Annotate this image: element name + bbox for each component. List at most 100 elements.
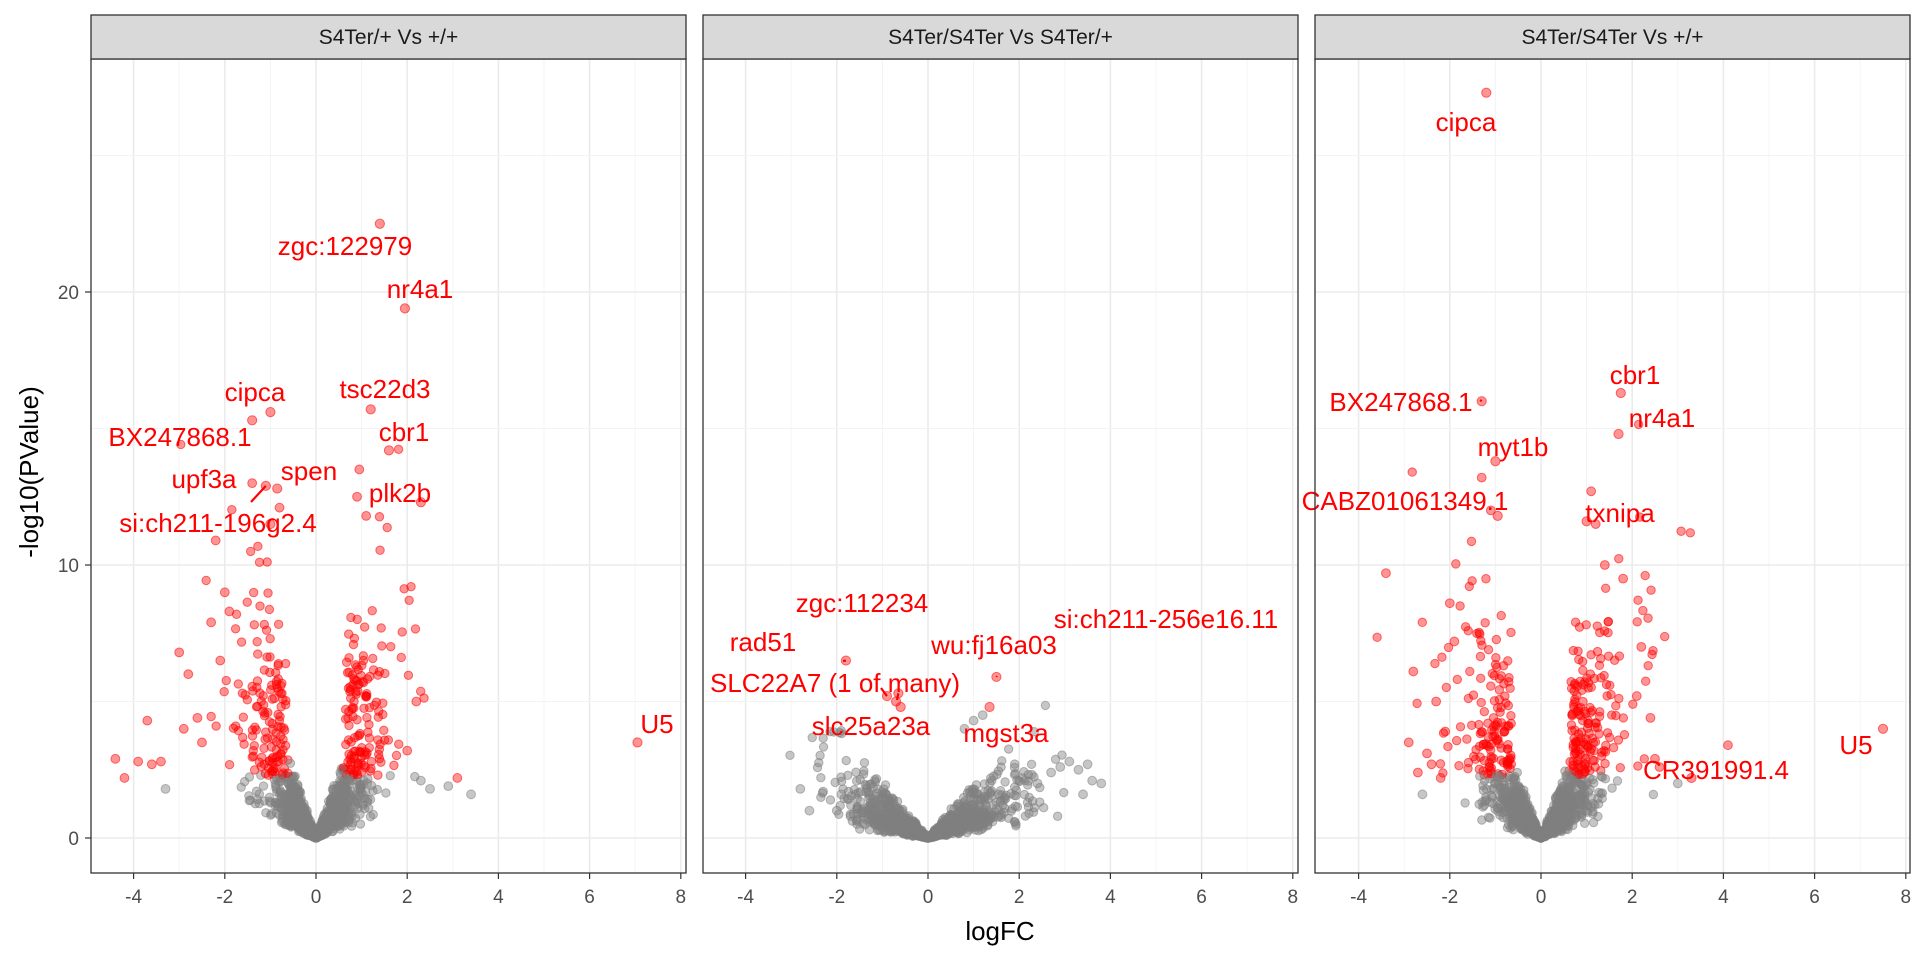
nonsignificant-point [345,776,355,786]
significant-point [253,541,263,552]
panel-background [91,59,686,873]
nonsignificant-point [1575,798,1585,808]
gene-label: U5 [640,709,673,739]
gene-label: txnipa [1585,498,1655,528]
significant-point [1431,696,1442,707]
nonsignificant-point [1087,775,1098,786]
nonsignificant-point [1579,788,1590,798]
nonsignificant-point [1588,817,1599,828]
significant-point [248,686,258,696]
significant-point [1455,601,1465,611]
significant-point [215,655,226,666]
nonsignificant-point [875,825,885,835]
nonsignificant-point [425,783,435,794]
nonsignificant-point [443,781,454,792]
panel-background [703,59,1298,873]
nonsignificant-point [1009,762,1020,773]
significant-point [1479,706,1490,717]
significant-point [1506,711,1516,721]
nonsignificant-point [884,801,895,812]
significant-point [343,629,354,639]
significant-point [219,587,230,598]
gene-label: plk2b [369,478,431,508]
significant-point [344,720,354,731]
x-tick-label: -2 [1441,887,1458,908]
nonsignificant-point [891,820,901,830]
significant-point [394,739,404,749]
nonsignificant-point [1576,779,1587,790]
significant-point [242,597,252,607]
significant-point [221,675,231,686]
nonsignificant-point [250,798,261,809]
significant-point [382,522,392,533]
significant-point [224,759,235,770]
nonsignificant-point [1057,750,1067,760]
nonsignificant-point [1478,785,1489,795]
nonsignificant-point [875,801,886,811]
nonsignificant-point [415,775,426,786]
nonsignificant-point [365,811,376,822]
nonsignificant-point [160,783,171,794]
significant-point [1594,660,1605,671]
significant-point [1454,760,1464,771]
x-tick-label: -2 [828,887,845,908]
significant-point [233,679,243,689]
significant-point [276,688,286,699]
nonsignificant-point [281,794,291,804]
significant-point [1452,674,1462,685]
significant-point [386,641,396,652]
significant-point [276,749,286,759]
significant-point [1495,707,1505,717]
nonsignificant-point [1460,798,1470,808]
labeled-gene-point [383,445,395,456]
significant-point [365,671,375,682]
significant-point [1440,726,1451,737]
nonsignificant-point [1566,781,1576,791]
significant-point [1614,693,1624,704]
labeled-gene-point [365,404,376,415]
nonsignificant-point [355,780,365,791]
significant-point [1628,699,1638,709]
nonsignificant-point [1011,819,1021,829]
nonsignificant-point [1026,759,1037,770]
significant-point [346,737,356,747]
nonsignificant-point [355,809,365,819]
nonsignificant-point [946,827,956,838]
significant-point [1485,745,1496,755]
significant-point [1474,719,1484,730]
nonsignificant-point [1587,808,1598,819]
nonsignificant-point [381,788,391,798]
nonsignificant-point [1417,789,1428,800]
significant-point [402,745,413,756]
significant-point [364,719,374,730]
labeled-gene-point [632,737,643,748]
x-tick-label: 6 [1196,887,1207,908]
nonsignificant-point [859,758,870,768]
significant-point [1595,707,1605,717]
nonsignificant-point [300,818,310,828]
significant-point [264,604,275,615]
significant-point [262,557,272,567]
nonsignificant-point [1485,813,1495,823]
nonsignificant-point [968,800,978,810]
significant-point [1504,677,1514,687]
significant-point [119,773,130,783]
significant-point [1594,729,1604,739]
significant-point [373,749,384,760]
nonsignificant-point [902,823,912,833]
significant-point [273,619,284,629]
significant-point [1480,618,1490,628]
significant-point [361,691,372,701]
significant-point [351,687,361,697]
nonsignificant-point [831,805,842,816]
significant-point [349,703,359,713]
nonsignificant-point [865,810,876,821]
significant-point [1575,744,1585,755]
significant-point [183,669,194,680]
significant-point [1444,598,1455,609]
x-tick-label: 2 [1014,887,1025,908]
facet-panel-3: cipcacbr1BX247868.1nr4a1myt1bCABZ0106134… [1302,14,1911,908]
x-tick-label: 6 [1809,887,1820,908]
significant-point [1589,746,1599,756]
